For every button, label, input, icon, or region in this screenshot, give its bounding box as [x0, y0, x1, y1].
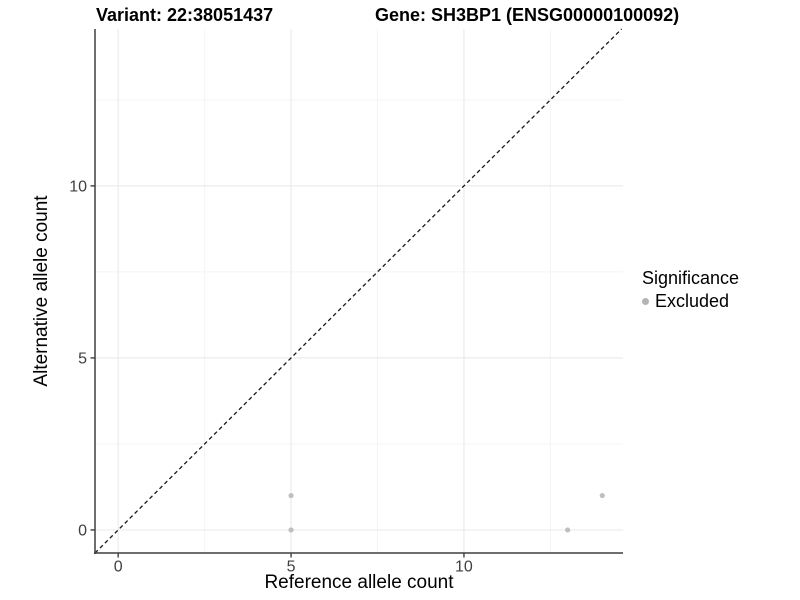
legend-item-excluded: Excluded: [642, 292, 739, 311]
data-point: [599, 492, 605, 499]
y-tick-label: 0: [78, 522, 87, 539]
data-point: [288, 492, 294, 499]
data-point: [565, 527, 571, 533]
data-point: [288, 527, 294, 533]
y-tick-label: 10: [69, 178, 87, 195]
y-tick-label: 5: [78, 350, 87, 367]
identity-line: [94, 28, 623, 554]
x-tick-label: 0: [114, 559, 123, 576]
legend-item-label: Excluded: [655, 291, 730, 311]
legend: Significance Excluded: [642, 269, 739, 311]
y-axis-title: Alternative allele count: [31, 195, 52, 387]
x-tick-label: 5: [287, 559, 296, 576]
plot-title-gene: Gene: SH3BP1 (ENSG00000100092): [375, 5, 680, 25]
x-tick-label: 10: [455, 559, 473, 576]
legend-title: Significance: [642, 268, 740, 288]
plot-title-variant: Variant: 22:38051437: [96, 5, 274, 25]
legend-key-dot-icon: [642, 298, 649, 305]
x-axis-title: Reference allele count: [264, 572, 454, 593]
